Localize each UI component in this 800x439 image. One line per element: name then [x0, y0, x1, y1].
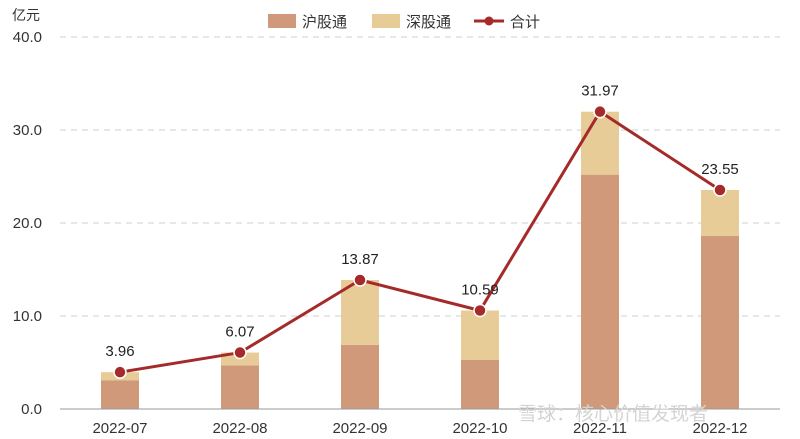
data-labels: 3.96 6.07 13.87 10.59 31.97 23.55 — [105, 83, 738, 360]
y-tick-label: 0.0 — [21, 401, 42, 418]
bar-sgt — [701, 189, 739, 237]
total-point — [233, 345, 247, 360]
x-tick-label: 2022-10 — [452, 420, 507, 437]
legend-label-total: 合计 — [510, 13, 540, 31]
bar-hgt — [701, 236, 739, 409]
bar-hgt — [581, 174, 619, 409]
legend-marker-total — [484, 16, 494, 26]
total-line-series — [113, 104, 727, 379]
watermark: 雪球：核心价值发现者 — [518, 403, 708, 425]
y-tick-label: 20.0 — [13, 215, 42, 232]
watermark-text: 雪球：核心价值发现者 — [518, 403, 708, 425]
total-line — [119, 110, 721, 374]
total-point — [713, 183, 727, 197]
bar-sgt — [461, 310, 499, 360]
bar-hgt — [221, 365, 259, 409]
bar-hgt — [341, 344, 379, 409]
data-label: 13.87 — [341, 251, 379, 268]
x-tick-label: 2022-08 — [212, 420, 267, 437]
bar-hgt — [101, 380, 139, 409]
data-label: 23.55 — [701, 161, 739, 178]
x-tick-label: 2022-09 — [332, 420, 387, 437]
legend-swatch-hgt — [268, 14, 296, 28]
data-label: 3.96 — [105, 343, 134, 360]
y-axis: 0.0 10.0 20.0 30.0 40.0 — [13, 29, 42, 418]
bar-series — [101, 111, 739, 409]
data-label: 31.97 — [581, 83, 619, 100]
total-point — [113, 365, 127, 379]
bar-sgt — [581, 111, 619, 175]
bar-hgt — [461, 359, 499, 409]
y-tick-label: 10.0 — [13, 308, 42, 325]
y-tick-label: 30.0 — [13, 122, 42, 139]
legend: 沪股通 深股通 合计 — [268, 13, 540, 31]
x-axis: 2022-07 2022-08 2022-09 2022-10 2022-11 2022-… — [60, 408, 780, 437]
x-tick-label: 2022-12 — [692, 420, 747, 437]
bar-sgt — [341, 280, 379, 345]
y-tick-label: 40.0 — [13, 29, 42, 46]
y-axis-unit-label: 亿元 — [12, 8, 40, 24]
x-tick-label: 2022-07 — [92, 420, 147, 437]
data-label: 6.07 — [225, 324, 254, 341]
legend-label-hgt: 沪股通 — [302, 13, 347, 31]
gridlines — [60, 36, 780, 317]
data-label: 10.59 — [461, 282, 499, 299]
legend-label-sgt: 深股通 — [406, 13, 451, 31]
total-point — [473, 303, 487, 318]
total-point — [353, 273, 367, 287]
legend-swatch-sgt — [372, 14, 400, 28]
x-tick-label: 2022-11 — [573, 420, 627, 437]
total-point — [593, 104, 607, 119]
